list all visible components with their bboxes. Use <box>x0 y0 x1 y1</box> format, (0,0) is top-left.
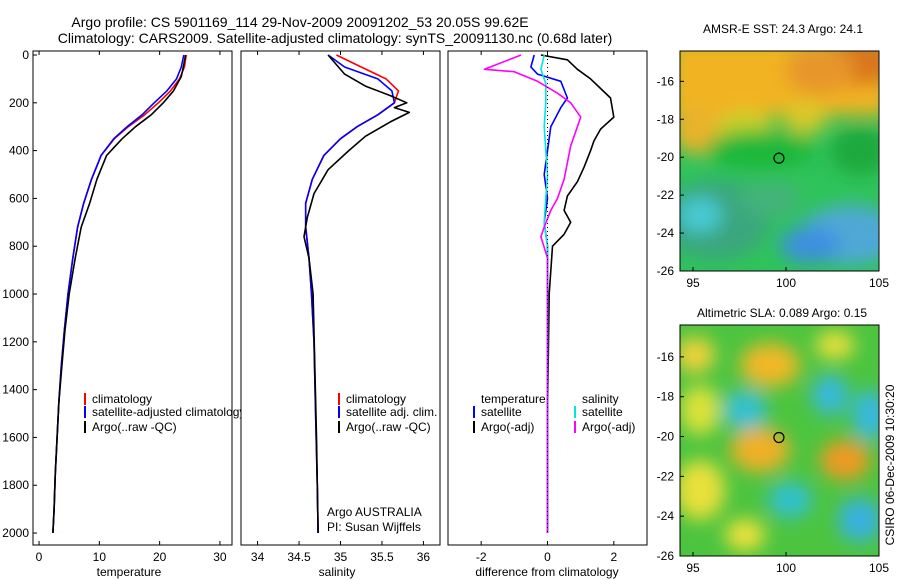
sla-map-ticks: 95 100 105 -16 -18 -20 -22 -24 -26 <box>657 350 890 575</box>
difference-series <box>483 54 615 533</box>
salinity-xtick-label-1: 34.5 <box>287 550 311 564</box>
temperature-legend-clim: climatology <box>92 392 152 406</box>
temperature-x-ticks: 0 10 20 30 <box>36 51 227 564</box>
depth-ytick-label-2: 400 <box>9 144 29 158</box>
difference-legend-sal-sat: satellite <box>582 405 623 419</box>
sla-map-xtick-label-0: 95 <box>686 561 700 575</box>
temperature-xtick-label-2: 20 <box>153 550 167 564</box>
depth-ytick-label-1: 200 <box>9 96 29 110</box>
difference-xtick-label-2: 2 <box>610 550 617 564</box>
salinity-xtick-label-0: 34 <box>251 550 265 564</box>
sst-map-ytick-label-0: -16 <box>657 74 675 88</box>
temperature-xtick-label-0: 0 <box>36 550 43 564</box>
depth-ytick-label-3: 600 <box>9 191 29 205</box>
side-timestamp: CSIRO 06-Dec-2009 10:30:20 <box>883 384 897 545</box>
salinity-legend-sat: satellite adj. clim. <box>346 405 437 419</box>
sst-map-ytick-label-4: -24 <box>657 226 675 240</box>
depth-ytick-label-0: 0 <box>22 48 29 62</box>
sst-map-ytick-label-2: -20 <box>657 150 675 164</box>
temperature-y-ticks: 0 200 400 600 800 1000 1200 1400 1600 1800 2000 <box>2 48 37 540</box>
salinity-annotation-line1: Argo AUSTRALIA <box>327 505 422 519</box>
sla-map-frame <box>679 324 880 557</box>
sst-map-image <box>680 51 879 271</box>
depth-ytick-label-7: 1400 <box>2 383 29 397</box>
difference-legend-temp-argo: Argo(-adj) <box>481 420 534 434</box>
salinity-xtick-label-3: 35.5 <box>370 550 394 564</box>
difference-legend-temp-sat: satellite <box>481 405 522 419</box>
sla-map-ytick-label-1: -18 <box>657 390 675 404</box>
salinity-legend-clim: climatology <box>346 392 406 406</box>
temperature-legend-sat: satellite-adjusted climatology <box>92 405 245 419</box>
temperature-xtick-label-3: 30 <box>213 550 227 564</box>
temperature-panel: 0 200 400 600 800 1000 1200 1400 1600 1800 2000 0 1… <box>2 48 245 579</box>
sla-map-image <box>680 325 879 556</box>
salinity-series <box>303 54 411 534</box>
depth-ytick-label-5: 1000 <box>2 287 29 301</box>
depth-ytick-label-4: 800 <box>9 239 29 253</box>
salinity-xtick-label-4: 36 <box>417 550 431 564</box>
sla-map-panel: Altimetric SLA: 0.089 Argo: 0.15 95 100 10… <box>657 306 890 575</box>
temperature-series <box>52 54 187 534</box>
sst-map-ytick-label-3: -22 <box>657 188 675 202</box>
sla-map-title: Altimetric SLA: 0.089 Argo: 0.15 <box>697 306 867 320</box>
salinity-x-ticks: 34 34.5 35 35.5 36 <box>251 51 431 564</box>
difference-x-ticks: -2 0 2 <box>476 51 617 564</box>
salinity-legend-argo: Argo(..raw -QC) <box>346 420 431 434</box>
depth-ytick-label-6: 1200 <box>2 335 29 349</box>
sst-map-xtick-label-2: 105 <box>869 276 889 290</box>
figure-title-line2: Climatology: CARS2009. Satellite-adjuste… <box>58 30 613 46</box>
sst-map-title: AMSR-E SST: 24.3 Argo: 24.1 <box>703 22 863 36</box>
sla-map-ytick-label-4: -24 <box>657 509 675 523</box>
temperature-series-2 <box>52 54 187 534</box>
temperature-x-label: temperature <box>97 565 162 579</box>
sst-map-ytick-label-1: -18 <box>657 112 675 126</box>
temperature-axes-frame <box>32 50 233 546</box>
sla-map-ytick-label-3: -22 <box>657 469 675 483</box>
sst-map-ytick-label-5: -26 <box>657 264 675 278</box>
salinity-panel: 34 34.5 35 35.5 36 salinity climatology sate… <box>240 50 441 579</box>
temperature-legend: climatology satellite-adjusted climatolo… <box>84 392 245 434</box>
depth-ytick-label-8: 1600 <box>2 430 29 444</box>
difference-panel: -2 0 2 difference from climatology tempera… <box>447 50 648 579</box>
sst-map-ticks: 95 100 105 -16 -18 -20 -22 -24 -26 <box>657 74 890 290</box>
difference-legend-salinity-title: salinity <box>582 392 619 406</box>
sla-map-argo-location-marker <box>773 431 785 444</box>
sla-map-ytick-label-0: -16 <box>657 350 675 364</box>
sst-map-xtick-label-1: 100 <box>776 276 796 290</box>
depth-ytick-label-10: 2000 <box>2 526 29 540</box>
salinity-x-label: salinity <box>319 565 356 579</box>
salinity-xtick-label-2: 35 <box>334 550 348 564</box>
figure-title-line1: Argo profile: CS 5901169_114 29-Nov-2009… <box>71 14 528 30</box>
sla-map-ytick-label-2: -20 <box>657 430 675 444</box>
salinity-legend: climatology satellite adj. clim. Argo(..… <box>338 392 437 434</box>
difference-legend: temperature satellite Argo(-adj) salinit… <box>473 392 635 434</box>
sla-map-ytick-label-5: -26 <box>657 549 675 563</box>
salinity-axes-frame <box>240 50 441 546</box>
sst-map-argo-location-marker <box>773 152 785 164</box>
difference-series-3 <box>483 54 582 533</box>
temperature-xtick-label-1: 10 <box>93 550 107 564</box>
sst-map-xtick-label-0: 95 <box>686 276 700 290</box>
sla-map-xtick-label-1: 100 <box>776 561 796 575</box>
salinity-series-2 <box>303 54 411 534</box>
difference-xtick-label-1: 0 <box>544 550 551 564</box>
temperature-legend-argo: Argo(..raw -QC) <box>92 420 177 434</box>
difference-series-1 <box>540 54 615 533</box>
salinity-annotation-line2: PI: Susan Wijffels <box>327 520 421 534</box>
difference-legend-temperature-title: temperature <box>481 392 546 406</box>
sst-map-panel: AMSR-E SST: 24.3 Argo: 24.1 95 100 105 -16 -… <box>657 22 890 290</box>
sst-map-frame <box>679 50 880 272</box>
sla-map-xtick-label-2: 105 <box>869 561 889 575</box>
depth-ytick-label-9: 1800 <box>2 478 29 492</box>
difference-x-label: difference from climatology <box>475 565 618 579</box>
difference-legend-sal-argo: Argo(-adj) <box>582 420 635 434</box>
difference-xtick-label-0: -2 <box>476 550 487 564</box>
